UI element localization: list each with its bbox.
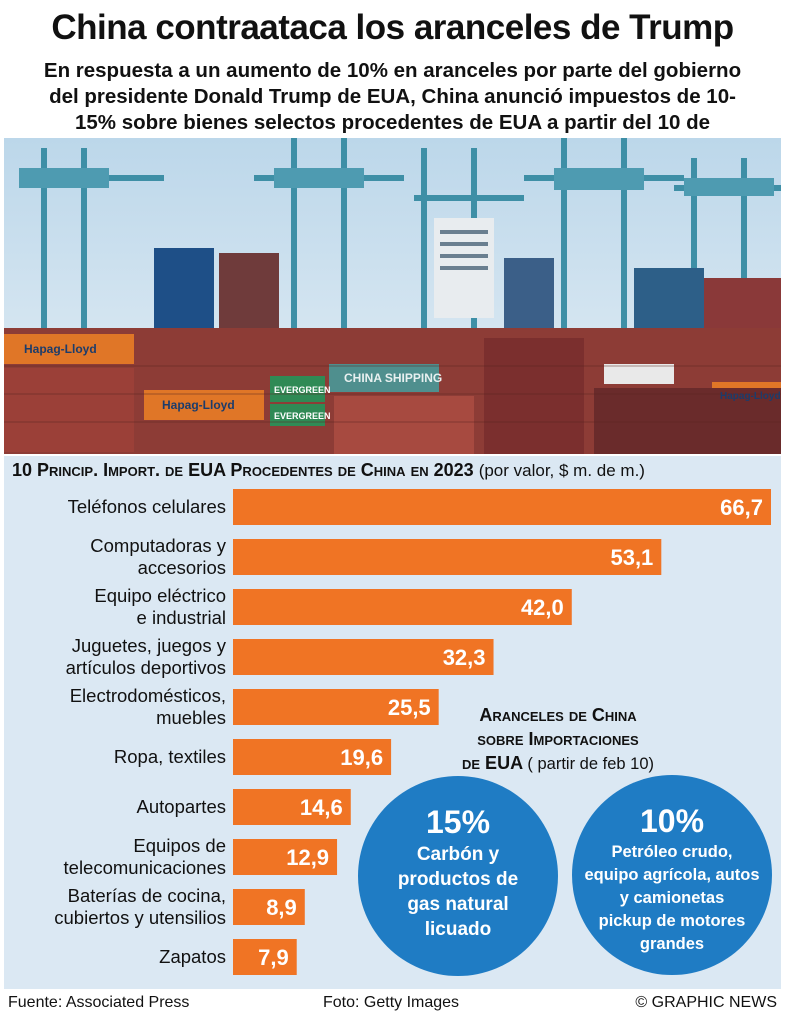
bar xyxy=(233,889,305,925)
tariff-desc-line: Petróleo crudo, xyxy=(611,843,733,861)
bar-chart: 66,7 53,1 42,0 32,3 25,519,6 14,6 12,9 8,9 7,9 xyxy=(233,489,771,975)
tariff-rate: 10% xyxy=(639,803,705,839)
tariff-desc-line: Carbón y xyxy=(416,844,500,865)
tariff-desc-line: equipo agrícola, autos xyxy=(584,866,760,884)
category-label: Teléfonos celulares xyxy=(67,496,226,517)
tariff-desc-line: licuado xyxy=(424,919,492,940)
bar xyxy=(233,689,439,725)
tariffs-heading-line3: de EUA xyxy=(462,753,523,773)
tariff-desc-line: y camionetas xyxy=(619,889,725,907)
source-credit: Fuente: Associated Press xyxy=(8,994,190,1011)
tariff-circle-10: 10% Petróleo crudo, equipo agrícola, aut… xyxy=(572,775,772,975)
tariff-desc-line: productos de xyxy=(397,869,519,890)
category-label: Ropa, textiles xyxy=(113,746,226,767)
bar-value-label: 12,9 xyxy=(286,845,329,870)
bar xyxy=(233,939,297,975)
tariffs-heading-line: de EUA ( partir de feb 10) xyxy=(424,751,692,776)
chart-title-row: 10 Princip. Import. de EUA Procedentes d… xyxy=(12,460,645,481)
bar xyxy=(233,589,572,625)
bar xyxy=(233,489,771,525)
bar-value-label: 32,3 xyxy=(443,645,486,670)
page-title: China contraataca los aranceles de Trump xyxy=(51,8,734,47)
tariff-desc-line: pickup de motores xyxy=(598,912,746,930)
port-photo: Hapag-Lloyd Hapag-Lloyd CHINA SHIPPING E… xyxy=(4,138,781,454)
category-label: Autopartes xyxy=(136,796,226,817)
tariffs-heading-line: sobre Importaciones xyxy=(477,729,639,749)
category-label: Electrodomésticos, xyxy=(69,685,226,706)
category-label: e industrial xyxy=(136,607,226,628)
bar-value-label: 8,9 xyxy=(266,895,297,920)
port-photo-illustration: Hapag-Lloyd Hapag-Lloyd CHINA SHIPPING E… xyxy=(4,138,781,454)
bar-value-label: 42,0 xyxy=(521,595,564,620)
category-label: Baterías de cocina, xyxy=(67,885,226,906)
tariff-circle-15: 15% Carbón y productos de gas natural li… xyxy=(358,776,558,976)
bar xyxy=(233,839,338,875)
chart-panel: 10 Princip. Import. de EUA Procedentes d… xyxy=(4,456,781,989)
container-label: Hapag-Lloyd xyxy=(720,391,781,402)
bar-value-label: 66,7 xyxy=(720,495,763,520)
category-label: telecomunicaciones xyxy=(63,857,226,878)
bar-value-label: 19,6 xyxy=(340,745,383,770)
category-label: Juguetes, juegos y xyxy=(71,635,226,656)
category-label: accesorios xyxy=(137,557,226,578)
category-label: Computadoras y xyxy=(90,535,226,556)
tariffs-heading-line: Aranceles de China xyxy=(479,705,637,725)
bar xyxy=(233,539,662,575)
container-label: EVERGREEN xyxy=(274,385,331,395)
copyright: © GRAPHIC NEWS xyxy=(635,994,777,1011)
bar xyxy=(233,739,392,775)
container-label: CHINA SHIPPING xyxy=(344,371,442,385)
tariff-desc-line: grandes xyxy=(639,935,705,953)
container-label: Hapag-Lloyd xyxy=(24,342,97,356)
bar-value-label: 53,1 xyxy=(610,545,653,570)
bar-value-label: 25,5 xyxy=(388,695,431,720)
category-label: muebles xyxy=(156,707,226,728)
category-label: artículos deportivos xyxy=(65,657,226,678)
bar-value-label: 14,6 xyxy=(300,795,343,820)
chart-unit: (por valor, $ m. de m.) xyxy=(478,461,645,480)
container-label: EVERGREEN xyxy=(274,411,331,421)
bar xyxy=(233,789,351,825)
tariff-rate: 15% xyxy=(425,804,491,840)
container-label: Hapag-Lloyd xyxy=(162,398,235,412)
category-label: Equipos de xyxy=(133,835,226,856)
chart-title: 10 Princip. Import. de EUA Procedentes d… xyxy=(12,460,474,480)
category-label: Equipo eléctrico xyxy=(94,585,226,606)
category-label: Zapatos xyxy=(159,946,226,967)
tariffs-heading: Aranceles de China sobre Importaciones d… xyxy=(424,703,692,776)
tariffs-heading-note: ( partir de feb 10) xyxy=(527,755,654,773)
category-label: cubiertos y utensilios xyxy=(54,907,226,928)
photo-credit: Foto: Getty Images xyxy=(323,994,460,1011)
bar xyxy=(233,639,494,675)
tariff-desc-line: gas natural xyxy=(407,894,509,915)
bar-value-label: 7,9 xyxy=(258,945,289,970)
